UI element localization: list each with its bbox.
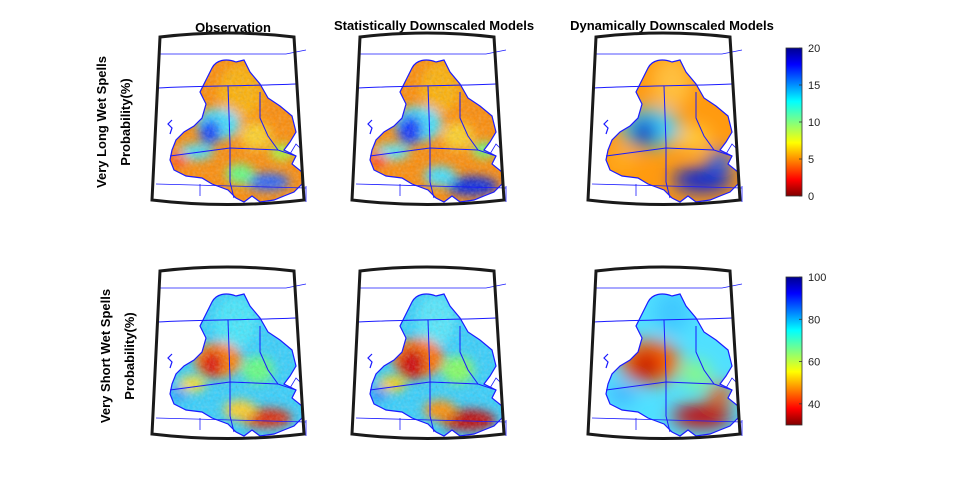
colorbar-tick-label: 80: [808, 314, 820, 326]
colorbar-tick-label: 15: [808, 80, 820, 92]
col-title-observation: Observation: [195, 20, 271, 35]
svg-text:Probability(%): Probability(%): [118, 78, 133, 165]
svg-text:Very Long Wet Spells: Very Long Wet Spells: [94, 56, 109, 188]
map-long-dynamical: [588, 32, 752, 207]
col-title-dynamical: Dynamically Downscaled Models: [570, 18, 774, 33]
colorbar-tick-label: 60: [808, 357, 820, 369]
colorbar-tick-label: 40: [808, 399, 820, 411]
colorbar-tick-label: 100: [808, 272, 826, 284]
col-title-statistical: Statistically Downscaled Models: [334, 18, 534, 33]
row-title-long: Very Long Wet Spells Probability(%): [94, 56, 133, 188]
map-short-observation: [152, 266, 316, 441]
svg-text:Probability(%): Probability(%): [122, 312, 137, 399]
colorbar-tick-label: 10: [808, 117, 820, 129]
colorbar-gradient: [785, 276, 803, 426]
map-long-observation: [152, 32, 316, 207]
map-long-statistical: [352, 32, 516, 207]
colorbar-short: 100 80 60 40: [785, 272, 826, 426]
row-title-short: Very Short Wet Spells Probability(%): [98, 289, 137, 423]
colorbar-tick-label: 5: [808, 154, 814, 166]
colorbar-tick-label: 20: [808, 43, 820, 55]
colorbar-long: 20 15 10 5 0: [785, 43, 820, 203]
map-short-statistical: [352, 266, 516, 441]
svg-text:Very Short Wet Spells: Very Short Wet Spells: [98, 289, 113, 423]
colorbar-tick-label: 0: [808, 191, 814, 203]
map-short-dynamical: [588, 266, 752, 441]
